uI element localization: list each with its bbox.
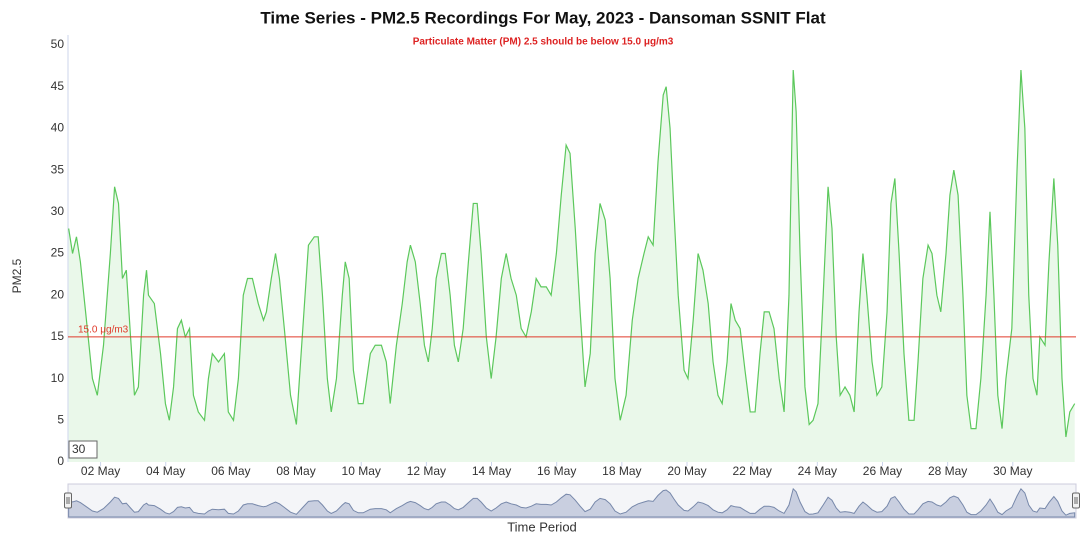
x-tick-label: 28 May	[928, 464, 967, 478]
x-axis-label: Time Period	[507, 519, 577, 534]
x-tick-label: 10 May	[342, 464, 381, 478]
y-tick-label: 50	[51, 37, 65, 51]
x-tick-label: 14 May	[472, 464, 511, 478]
x-tick-label: 24 May	[798, 464, 837, 478]
line	[68, 69, 1076, 438]
y-tick-label: 15	[51, 329, 65, 343]
range-input-box[interactable]	[68, 440, 98, 459]
area	[68, 70, 1075, 463]
threshold-label: 15.0 μg/m3	[78, 325, 129, 336]
y-tick-label: 40	[51, 121, 65, 135]
x-tick-label: 12 May	[407, 464, 446, 478]
x-tick-label: 08 May	[276, 464, 315, 478]
x-tick-label: 02 May	[81, 464, 120, 478]
navigator-area	[68, 487, 1076, 518]
x-tick-label: 16 May	[537, 464, 576, 478]
y-tick-label: 0	[57, 454, 64, 468]
x-tick-label: 06 May	[211, 464, 250, 478]
y-tick-label: 35	[51, 162, 65, 176]
y-tick-label: 45	[51, 79, 65, 93]
x-tick-label: 30 May	[993, 464, 1032, 478]
navigator-handle[interactable]	[64, 492, 72, 509]
x-tick-label: 22 May	[732, 464, 771, 478]
y-tick-label: 25	[51, 246, 65, 260]
navigator-handle[interactable]	[1072, 492, 1080, 509]
y-axis-label: PM2.5	[10, 258, 24, 293]
x-tick-label: 18 May	[602, 464, 641, 478]
x-tick-label: 26 May	[863, 464, 902, 478]
y-tick-label: 30	[51, 204, 65, 218]
range-input: 30	[72, 442, 86, 456]
x-tick-label: 20 May	[667, 464, 706, 478]
y-tick-label: 10	[51, 371, 65, 385]
chart-subtitle: Particulate Matter (PM) 2.5 should be be…	[413, 37, 674, 48]
y-tick-label: 5	[57, 412, 64, 426]
x-tick-label: 04 May	[146, 464, 185, 478]
chart-title: Time Series - PM2.5 Recordings For May, …	[260, 8, 826, 27]
y-tick-label: 20	[51, 287, 65, 301]
